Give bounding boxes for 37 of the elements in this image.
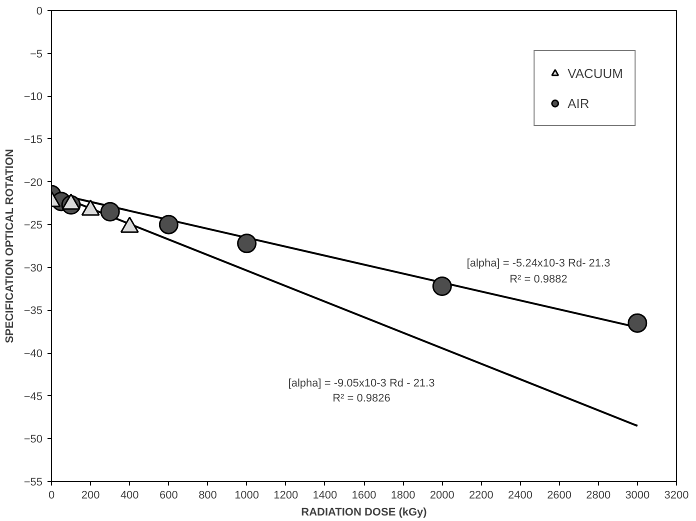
legend-label: AIR	[568, 96, 590, 110]
x-tick-label: 2400	[508, 490, 532, 502]
y-tick-label: −40	[24, 348, 43, 360]
y-tick-label: −20	[24, 176, 43, 189]
x-tick-label: 200	[81, 490, 100, 502]
x-tick-label: 400	[120, 490, 139, 502]
x-tick-label: 1400	[312, 490, 338, 502]
y-tick-label: 0	[36, 6, 43, 18]
x-tick-label: 800	[198, 490, 217, 502]
y-tick-label: −15	[24, 134, 43, 146]
annotation: [alpha] = -9.05x10-3 Rd - 21.3	[288, 378, 435, 390]
y-tick-label: −45	[24, 390, 43, 403]
y-tick-label: −5	[30, 48, 43, 60]
legend-label: VACUUM	[568, 66, 623, 80]
y-tick-label: −50	[24, 434, 43, 446]
y-tick-label: −30	[24, 262, 43, 274]
x-axis-title: RADIATION DOSE (kGy)	[301, 506, 428, 518]
x-tick-label: 0	[48, 490, 55, 502]
y-tick-label: −35	[24, 305, 43, 318]
x-tick-label: 1200	[274, 490, 298, 502]
y-tick-label: −55	[24, 476, 43, 488]
x-tick-label: 1600	[352, 490, 376, 502]
x-tick-label: 3000	[625, 490, 650, 502]
annotation: R² = 0.9826	[332, 392, 390, 404]
annotation: [alpha] = -5.24x10-3 Rd- 21.3	[466, 258, 610, 270]
x-tick-label: 2000	[430, 490, 454, 502]
y-tick-label: −25	[24, 220, 43, 232]
x-tick-label: 1000	[234, 490, 260, 502]
x-tick-label: 1800	[390, 490, 416, 502]
annotation: R² = 0.9882	[510, 274, 568, 286]
x-tick-label: 2600	[547, 490, 572, 502]
x-tick-label: 2200	[468, 490, 494, 502]
x-tick-label: 600	[160, 490, 178, 502]
x-tick-label: 2800	[586, 490, 611, 502]
y-tick-label: −10	[24, 91, 43, 104]
x-tick-label: 3200	[664, 490, 689, 502]
y-axis-title: SPECIFICATION OPTICAL ROTATION	[4, 148, 16, 344]
